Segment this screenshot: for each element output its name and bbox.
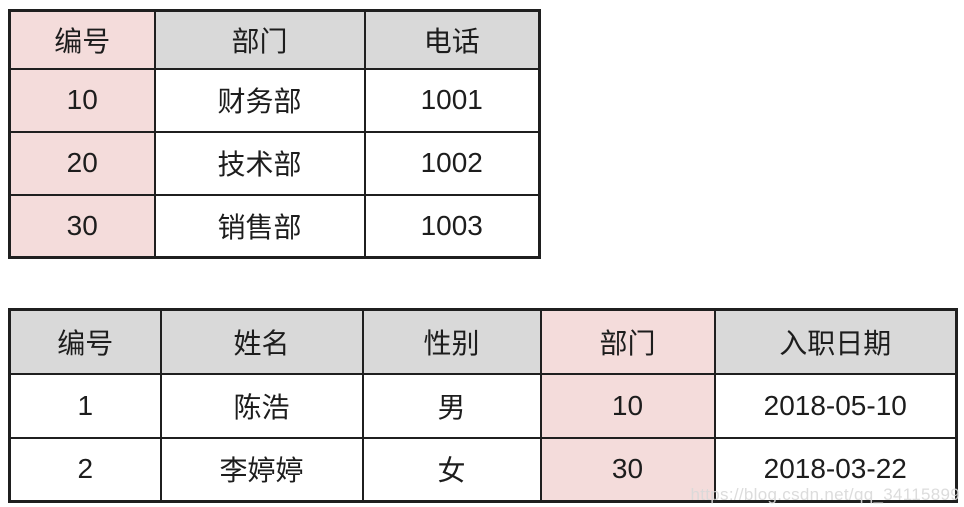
table-row: 30 销售部 1003 xyxy=(8,193,541,259)
table-cell: 1 xyxy=(8,372,162,439)
table-row: 20 技术部 1002 xyxy=(8,130,541,196)
column-header: 编号 xyxy=(8,308,162,375)
table-cell: 30 xyxy=(539,436,716,503)
table-cell: 销售部 xyxy=(153,193,366,259)
column-header: 性别 xyxy=(361,308,542,375)
table-cell: 财务部 xyxy=(153,67,366,133)
header-row: 编号 部门 电话 xyxy=(8,9,541,70)
employee-table: 编号 姓名 性别 部门 入职日期 1 陈浩男 10 2018-05-10 2 李婷婷女 30 2018-… xyxy=(8,308,958,503)
column-header: 电话 xyxy=(363,9,541,70)
column-header: 编号 xyxy=(8,9,156,70)
column-header: 姓名 xyxy=(159,308,364,375)
table-cell: 技术部 xyxy=(153,130,366,196)
column-header: 部门 xyxy=(539,308,716,375)
column-header: 入职日期 xyxy=(713,308,958,375)
table-cell: 2018-03-22 xyxy=(713,436,958,503)
table-row: 2 李婷婷女 30 2018-03-22 xyxy=(8,436,958,503)
table-cell: 李婷婷 xyxy=(159,436,364,503)
table-cell: 30 xyxy=(8,193,156,259)
table-cell: 20 xyxy=(8,130,156,196)
table-cell: 2 xyxy=(8,436,162,503)
table-cell: 1003 xyxy=(363,193,541,259)
table-row: 10 财务部 1001 xyxy=(8,67,541,133)
table-cell: 10 xyxy=(539,372,716,439)
table-cell: 2018-05-10 xyxy=(713,372,958,439)
header-row: 编号 姓名 性别 部门 入职日期 xyxy=(8,308,958,375)
table-row: 1 陈浩男 10 2018-05-10 xyxy=(8,372,958,439)
table-cell: 陈浩 xyxy=(159,372,364,439)
table-cell: 1002 xyxy=(363,130,541,196)
department-table: 编号 部门 电话 10 财务部 1001 20 技术部 1002 30 销售部 1003 xyxy=(8,9,541,259)
table-cell: 10 xyxy=(8,67,156,133)
column-header: 部门 xyxy=(153,9,366,70)
table-cell: 男 xyxy=(361,372,542,439)
table-cell: 1001 xyxy=(363,67,541,133)
table-cell: 女 xyxy=(361,436,542,503)
